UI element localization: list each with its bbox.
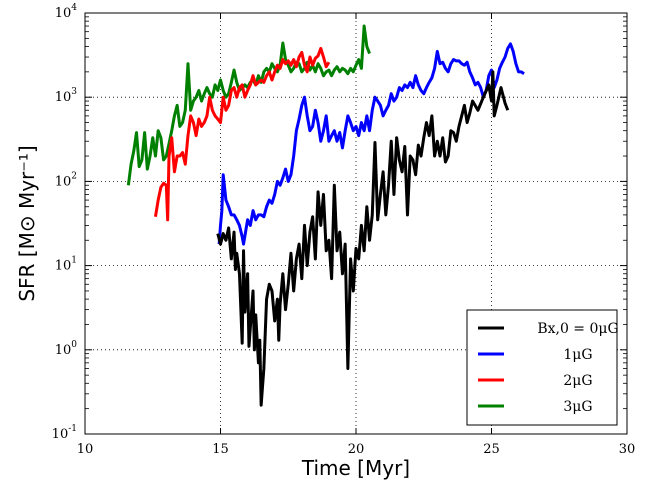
legend-label-2: 2μG: [563, 373, 592, 389]
x-tick-label: 10: [77, 442, 94, 457]
x-tick-label: 15: [212, 442, 229, 457]
legend-label-1: 1μG: [563, 347, 592, 363]
y-tick-label: 100: [55, 340, 78, 358]
y-tick-label: 10-1: [52, 424, 77, 442]
series-line-1: [217, 42, 525, 246]
x-tick-labels: 10 15 20 25 30: [77, 442, 636, 457]
x-tick-label: 20: [348, 442, 365, 457]
series-line-0: [216, 70, 510, 407]
y-tick-labels: 10-1 100 101 102 103 104: [52, 3, 78, 442]
axis-ticks: [84, 12, 628, 435]
x-axis-label: Time [Myr]: [301, 456, 410, 480]
y-tick-label: 104: [55, 3, 78, 21]
series-line-2: [153, 46, 331, 222]
y-tick-label: 101: [55, 256, 77, 274]
x-tick-label: 30: [619, 442, 636, 457]
x-tick-label: 25: [483, 442, 500, 457]
y-axis-label: SFR [M⊙ Myr⁻¹]: [15, 145, 39, 301]
y-tick-label: 102: [55, 171, 77, 189]
legend-label-0: Bx,0 = 0μG: [537, 321, 618, 337]
series-lines: [126, 24, 525, 407]
legend: Bx,0 = 0μG 1μG 2μG 3μG: [466, 309, 619, 426]
y-tick-label: 103: [55, 87, 78, 105]
legend-label-3: 3μG: [563, 399, 592, 415]
